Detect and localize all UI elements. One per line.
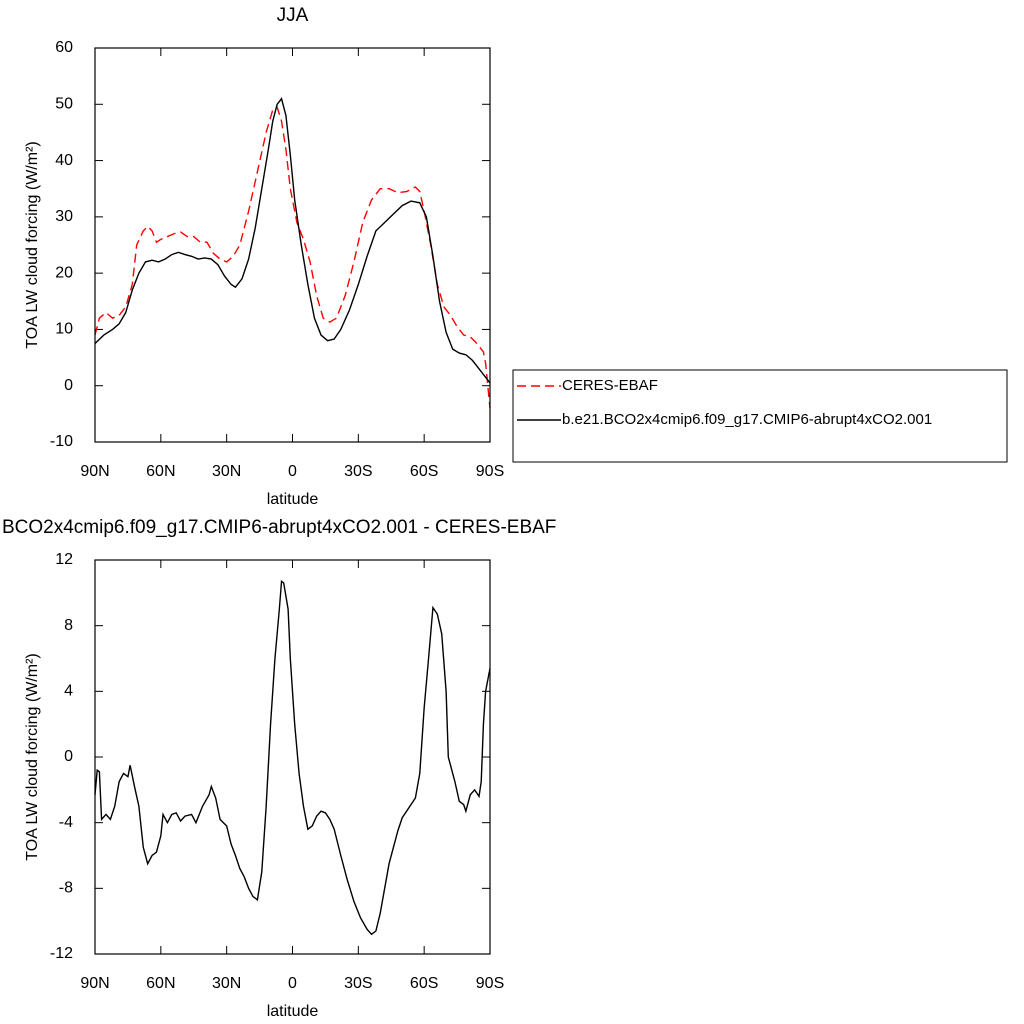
x-tick-label: 60S <box>410 975 438 992</box>
y-tick-label: -8 <box>59 880 73 897</box>
y-tick-label: 60 <box>55 39 73 56</box>
data-line <box>94 580 491 936</box>
legend-label: CERES-EBAF <box>562 377 658 394</box>
x-tick-label: 60N <box>146 463 175 480</box>
legend-box <box>512 369 1008 463</box>
y-tick-label: 4 <box>64 683 73 700</box>
y-tick-label: 8 <box>64 617 73 634</box>
x-tick-label: 90S <box>476 463 504 480</box>
y-axis-label: TOA LW cloud forcing (W/m²) <box>24 141 41 348</box>
x-tick-label: 90N <box>80 463 109 480</box>
x-tick-label: 30S <box>344 463 372 480</box>
y-tick-label: 40 <box>55 152 73 169</box>
legend-label: b.e21.BCO2x4cmip6.f09_g17.CMIP6-abrupt4x… <box>562 411 932 428</box>
data-line <box>94 106 491 409</box>
y-tick-label: -10 <box>50 433 73 450</box>
x-axis-label: latitude <box>267 1003 319 1020</box>
x-tick-label: 0 <box>288 975 297 992</box>
y-axis-label: TOA LW cloud forcing (W/m²) <box>24 653 41 860</box>
y-tick-label: 12 <box>55 551 73 568</box>
x-tick-label: 90N <box>80 975 109 992</box>
x-tick-label: 60S <box>410 463 438 480</box>
y-tick-label: 50 <box>55 96 73 113</box>
plot-frame <box>94 559 491 955</box>
chart-title: JJA <box>277 5 309 26</box>
y-tick-label: 20 <box>55 264 73 281</box>
y-tick-label: 30 <box>55 208 73 225</box>
x-axis-label: latitude <box>267 491 319 508</box>
chart-title: BCO2x4cmip6.f09_g17.CMIP6-abrupt4xCO2.00… <box>2 517 556 538</box>
data-line <box>94 97 491 384</box>
y-tick-label: 10 <box>55 321 73 338</box>
y-tick-label: -4 <box>59 814 73 831</box>
x-tick-label: 30S <box>344 975 372 992</box>
y-tick-label: 0 <box>64 748 73 765</box>
y-tick-label: -12 <box>50 945 73 962</box>
x-tick-label: 60N <box>146 975 175 992</box>
plot-frame <box>94 47 491 443</box>
y-tick-label: 0 <box>64 377 73 394</box>
x-tick-label: 90S <box>476 975 504 992</box>
x-tick-label: 30N <box>212 975 241 992</box>
x-tick-label: 30N <box>212 463 241 480</box>
x-tick-label: 0 <box>288 463 297 480</box>
